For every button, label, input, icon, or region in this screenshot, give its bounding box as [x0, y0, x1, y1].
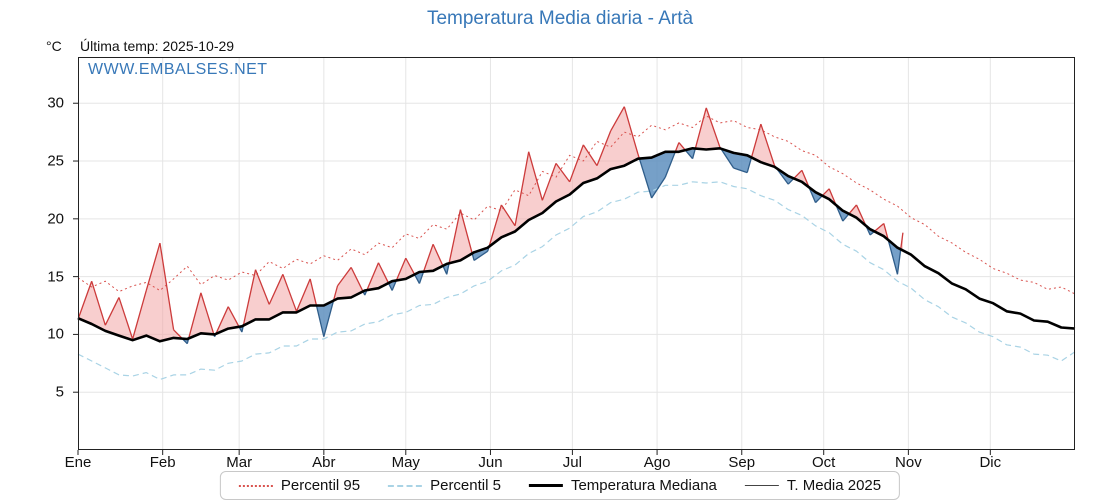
y-axis-unit-label: °C [46, 38, 62, 54]
mediana-line-sample [528, 484, 563, 487]
percentil-5-line-sample [388, 484, 423, 487]
y-tick-label: 15 [47, 268, 64, 286]
plot-area: WWW.EMBALSES.NET [73, 57, 1076, 455]
x-tick-label-nov: Nov [895, 454, 922, 471]
y-tick-label: 30 [47, 94, 64, 112]
y-tick-label: 5 [55, 383, 64, 401]
y-tick-label: 25 [47, 152, 64, 170]
y-tick-label: 20 [47, 210, 64, 228]
temperature-chart [73, 57, 1076, 455]
legend-label: T. Media 2025 [786, 477, 882, 494]
x-tick-label-mar: Mar [226, 454, 253, 471]
x-tick-label-dic: Dic [979, 454, 1002, 471]
last-temp-label: Última temp: 2025-10-29 [80, 38, 235, 54]
x-tick-label-sep: Sep [728, 454, 756, 471]
legend-item-percentil-5: Percentil 5 [388, 477, 501, 494]
watermark: WWW.EMBALSES.NET [88, 61, 268, 78]
x-tick-label-jun: Jun [478, 454, 503, 471]
percentil-95-line-sample [238, 484, 273, 487]
x-tick-label-oct: Oct [812, 454, 836, 471]
x-tick-label-jul: Jul [562, 454, 582, 471]
x-tick-label-may: May [391, 454, 420, 471]
x-tick-label-abr: Abr [312, 454, 336, 471]
x-axis-labels: Ene Feb Mar Abr May Jun Jul Ago Sep Oct Nov Dic [65, 454, 1075, 472]
t-media-2025-line-sample [744, 485, 779, 486]
y-axis-labels: 5 10 15 20 25 30 [0, 57, 70, 450]
y-tick-label: 10 [47, 325, 64, 343]
legend-item-mediana: Temperatura Mediana [528, 477, 717, 494]
legend-item-t-media-2025: T. Media 2025 [744, 477, 882, 494]
legend: Percentil 95 Percentil 5 Temperatura Med… [219, 471, 901, 500]
legend-label: Percentil 5 [430, 477, 501, 494]
x-tick-label-ago: Ago [643, 454, 671, 471]
x-tick-label-feb: Feb [149, 454, 176, 471]
page-title: Temperatura Media diaria - Artà [426, 8, 694, 29]
x-tick-label-ene: Ene [64, 454, 92, 471]
legend-label: Temperatura Mediana [570, 477, 717, 494]
legend-item-percentil-95: Percentil 95 [238, 477, 361, 494]
legend-label: Percentil 95 [280, 477, 361, 494]
